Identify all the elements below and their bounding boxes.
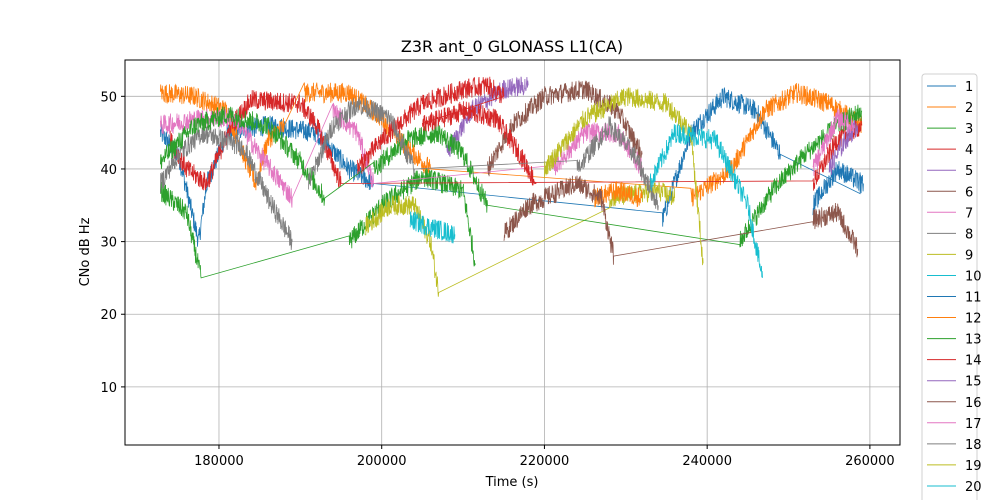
legend-label: 9 <box>965 248 973 263</box>
chart-title: Z3R ant_0 GLONASS L1(CA) <box>401 37 623 57</box>
legend-label: 8 <box>965 227 973 242</box>
series-line-6 <box>487 80 643 177</box>
legend: 123456789101112131415161718192021 <box>921 73 982 500</box>
legend-label: 11 <box>965 291 982 306</box>
series-line-18 <box>308 96 659 211</box>
y-tick-label: 40 <box>100 163 117 178</box>
x-tick-label: 200000 <box>357 454 407 469</box>
legend-label: 1 <box>965 80 973 95</box>
series-line-9 <box>365 181 675 297</box>
x-tick-label: 180000 <box>194 454 244 469</box>
legend-label: 5 <box>965 164 973 179</box>
series-line-5 <box>446 76 529 157</box>
x-tick-label: 220000 <box>520 454 570 469</box>
legend-label: 7 <box>965 206 973 221</box>
series-line-14 <box>356 76 537 186</box>
x-tick-label: 240000 <box>682 454 732 469</box>
legend-label: 20 <box>965 480 982 495</box>
legend-label: 13 <box>965 333 982 348</box>
legend-box <box>921 73 978 500</box>
legend-label: 6 <box>965 185 973 200</box>
series-line-8 <box>160 123 293 250</box>
legend-label: 4 <box>965 143 973 158</box>
series-line-13 <box>160 104 863 248</box>
legend-label: 16 <box>965 396 982 411</box>
y-tick-label: 10 <box>100 381 117 396</box>
grid <box>125 60 900 445</box>
ticks: 180000 200000 220000 240000 260000 10 20 30 40 50 <box>100 90 894 469</box>
axes-frame <box>124 59 901 446</box>
x-tick-label: 260000 <box>845 454 895 469</box>
legend-label: 17 <box>965 417 982 432</box>
legend-label: 12 <box>965 312 982 327</box>
legend-label: 14 <box>965 354 982 369</box>
series-line-16 <box>503 175 859 265</box>
x-axis-label: Time (s) <box>485 475 539 490</box>
y-tick-label: 50 <box>100 90 117 105</box>
series-line-17 <box>812 108 854 176</box>
legend-label: 10 <box>965 269 982 284</box>
series-line-4 <box>169 90 863 191</box>
legend-label: 3 <box>965 122 973 137</box>
y-axis-label: CNo dB Hz <box>78 217 93 286</box>
series-line-11 <box>812 161 863 216</box>
plot-area <box>160 76 864 297</box>
legend-label: 18 <box>965 438 982 453</box>
y-tick-label: 20 <box>100 308 117 323</box>
y-tick-label: 30 <box>100 236 117 251</box>
series-line-3 <box>160 168 476 279</box>
series-line-19 <box>544 87 704 266</box>
series-line-12 <box>592 181 643 208</box>
series-line-20 <box>649 123 763 278</box>
legend-label: 19 <box>965 459 982 474</box>
legend-label: 2 <box>965 101 973 116</box>
legend-label: 15 <box>965 375 982 390</box>
series-line-10 <box>409 211 456 244</box>
